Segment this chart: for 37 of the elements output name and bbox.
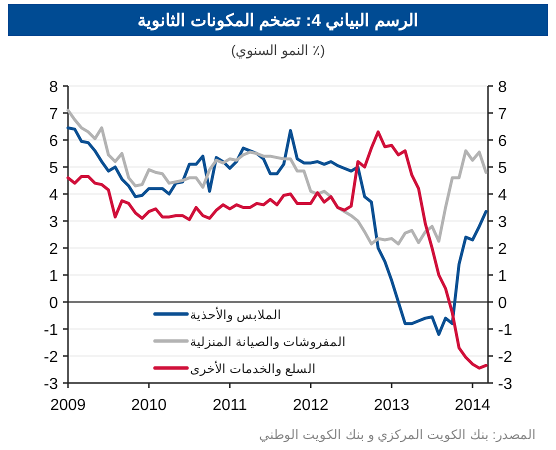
x-tick-label: 2012 (292, 397, 329, 414)
y-tick-label: 5 (49, 160, 58, 177)
x-tick-label: 2011 (212, 397, 248, 414)
y2-tick-label: -3 (498, 376, 512, 393)
y2-tick-label: 3 (498, 214, 507, 231)
chart-subtitle: (٪ النمو السنوي) (230, 42, 326, 59)
text: المصدر: بنك الكويت المركزي و بنك الكويت الوطني (259, 427, 536, 443)
y-tick-label: 2 (49, 241, 58, 258)
y-tick-label: 3 (49, 214, 58, 231)
y-tick-label: 1 (49, 268, 58, 285)
legend-label: المفروشات والصيانة المنزلية (190, 335, 346, 350)
y2-tick-label: -1 (498, 322, 512, 339)
y2-tick-label: 8 (498, 79, 507, 96)
y-tick-label: -1 (44, 322, 58, 339)
y2-tick-label: 7 (498, 106, 507, 123)
legend-label: السلع والخدمات الأخرى (190, 360, 316, 377)
x-tick-label: 2010 (131, 397, 167, 414)
y2-tick-label: 0 (498, 295, 507, 312)
y-tick-label: 8 (49, 79, 58, 96)
x-tick-label: 2014 (454, 397, 490, 414)
line-series (66, 108, 488, 246)
y2-tick-label: 1 (498, 268, 507, 285)
y-tick-label: -3 (44, 376, 58, 393)
y2-tick-label: -2 (498, 349, 512, 366)
y2-tick-label: 4 (498, 187, 507, 204)
y2-tick-label: 2 (498, 241, 507, 258)
y2-tick-label: 5 (498, 160, 507, 177)
x-tick-label: 2013 (374, 397, 410, 414)
y-tick-label: 6 (49, 133, 58, 150)
legend-label: الملابس والأحذية (190, 306, 282, 323)
chart-title: الرسم البياني 4: تضخم المكونات الثانوية (138, 11, 418, 31)
x-tick-label: 2009 (50, 397, 86, 414)
y2-tick-label: 6 (498, 133, 507, 150)
y-tick-label: 0 (49, 295, 58, 312)
y-tick-label: -2 (44, 349, 58, 366)
y-tick-label: 7 (49, 106, 58, 123)
y-tick-label: 4 (49, 187, 58, 204)
